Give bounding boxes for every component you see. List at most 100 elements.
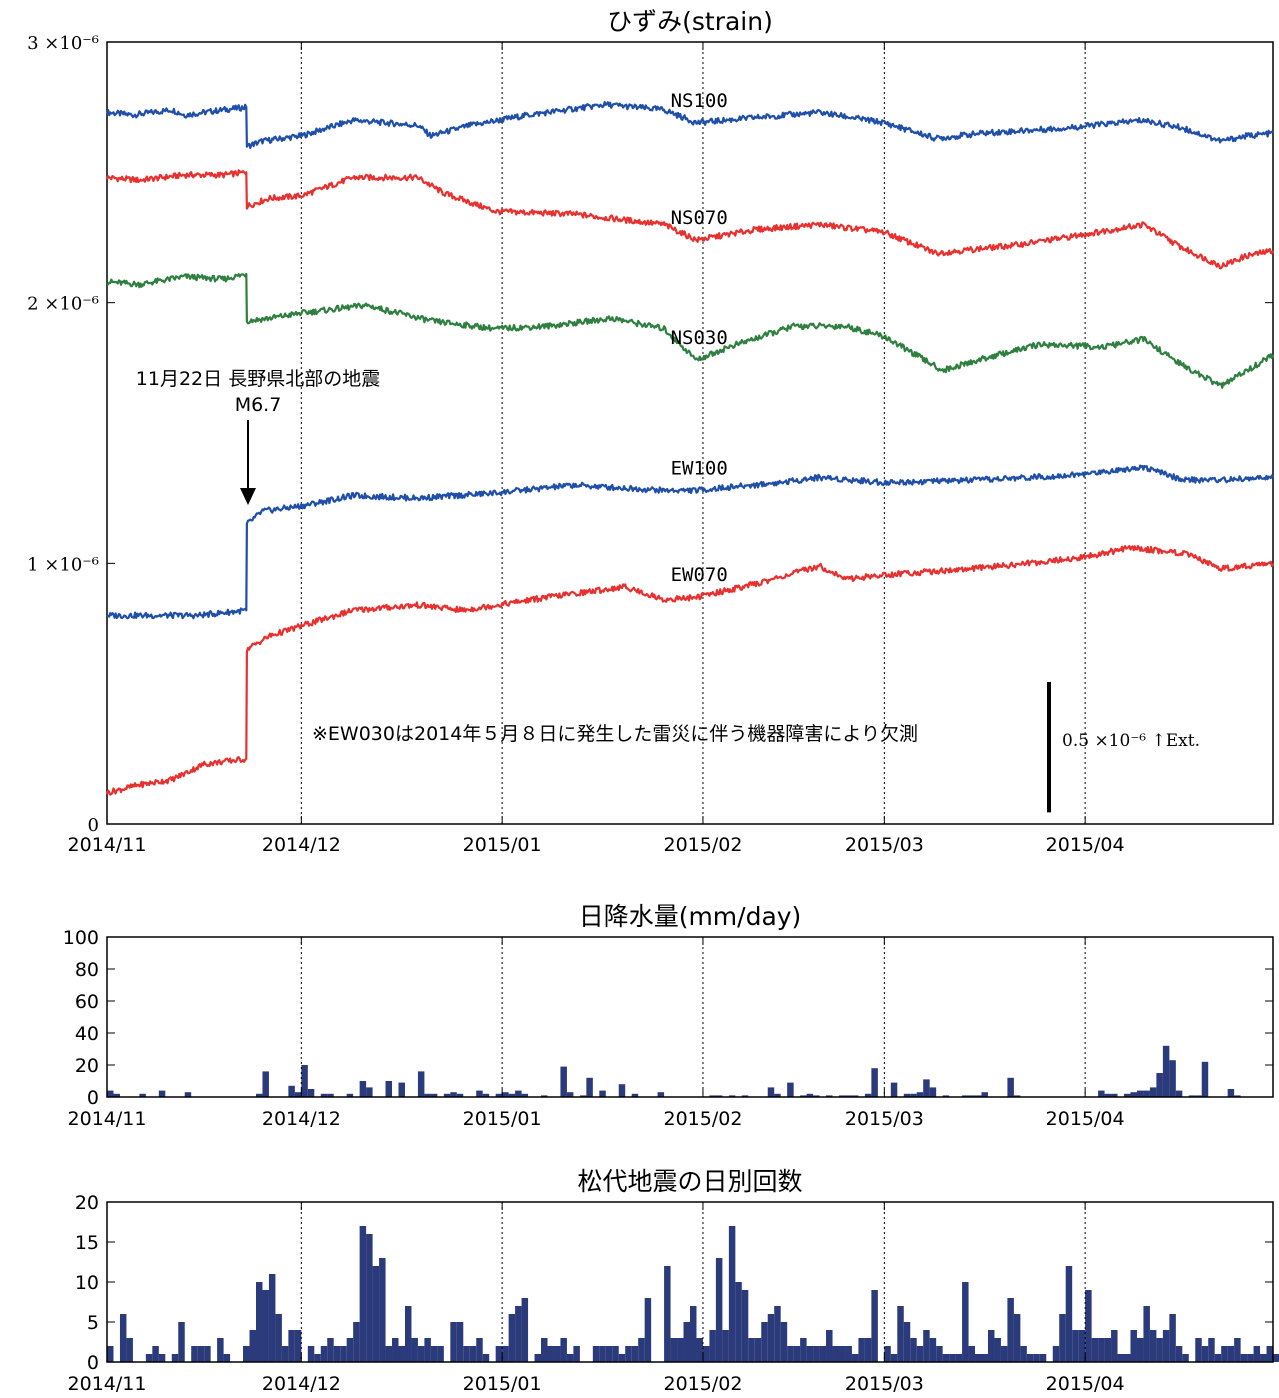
x-tick-label: 2014/11 (68, 1108, 147, 1130)
bar (320, 1093, 328, 1097)
bar (417, 1071, 425, 1097)
bar (1227, 1089, 1235, 1097)
bar (715, 1095, 723, 1097)
bar (113, 1093, 120, 1097)
bar (826, 1330, 833, 1362)
bar (1007, 1298, 1014, 1362)
bar (1098, 1090, 1105, 1097)
bar (1013, 1314, 1021, 1362)
bar (320, 1346, 328, 1362)
series-label: NS030 (671, 327, 728, 349)
bar (871, 1290, 878, 1362)
chart-title: 松代地震の日別回数 (577, 1167, 802, 1196)
bar (612, 1346, 619, 1362)
bar (327, 1338, 334, 1362)
bar (709, 1095, 716, 1097)
bar (1234, 1338, 1241, 1362)
bar (864, 1338, 872, 1362)
bar (981, 1092, 988, 1097)
bar (1221, 1346, 1228, 1362)
bar (1143, 1090, 1150, 1097)
x-tick-label: 2014/12 (262, 1373, 341, 1395)
x-tick-label: 2014/11 (68, 1373, 147, 1395)
bar (502, 1346, 509, 1362)
plot-frame (106, 1201, 1274, 1363)
bar (353, 1322, 360, 1362)
bar (910, 1338, 917, 1362)
bar (217, 1338, 224, 1362)
bar (1039, 1354, 1047, 1362)
x-tick-label: 2015/02 (663, 834, 742, 856)
bar (255, 1282, 263, 1362)
bar (1000, 1346, 1008, 1362)
bar (748, 1338, 755, 1362)
bar (566, 1092, 574, 1097)
bar (476, 1338, 483, 1362)
y-tick-label: 60 (75, 991, 99, 1013)
bar (1033, 1354, 1040, 1362)
bar (838, 1095, 846, 1097)
bar (1266, 1346, 1273, 1362)
bar (268, 1274, 276, 1362)
y-tick-label: 0 (87, 1087, 99, 1109)
bar (981, 1354, 988, 1362)
x-tick-label: 2014/11 (68, 834, 147, 856)
bar (307, 1089, 315, 1097)
missing-data-note: ※EW030は2014年５月８日に発生した雷災に伴う機器障害により欠測 (312, 723, 918, 745)
bar (838, 1346, 846, 1362)
bar (826, 1095, 833, 1097)
bar (923, 1079, 930, 1097)
bar (793, 1346, 801, 1362)
bar (884, 1346, 891, 1362)
bar (1188, 1095, 1196, 1097)
bar (333, 1346, 341, 1362)
bar (975, 1095, 982, 1097)
bar (683, 1322, 690, 1362)
bar (586, 1077, 593, 1097)
bar (204, 1346, 211, 1362)
series-label: EW100 (671, 457, 728, 479)
bar (1156, 1073, 1163, 1097)
bar (962, 1282, 969, 1362)
bar (1130, 1092, 1137, 1097)
bar (728, 1095, 736, 1097)
bar (916, 1346, 924, 1362)
y-tick-label: 20 (75, 1055, 99, 1077)
bar (929, 1338, 937, 1362)
bar (521, 1298, 529, 1362)
event-annotation: 11月22日 長野県北部の地震 (136, 368, 380, 390)
bar (385, 1081, 393, 1097)
bar (800, 1095, 807, 1097)
bar (126, 1338, 133, 1362)
bar (670, 1338, 678, 1362)
bar (262, 1071, 269, 1097)
bar (903, 1322, 911, 1362)
bar (404, 1306, 412, 1362)
bar (806, 1346, 814, 1362)
x-tick-label: 2015/01 (463, 834, 542, 856)
bar (994, 1338, 1001, 1362)
bar (1117, 1354, 1125, 1362)
bar (1149, 1330, 1157, 1362)
bar (1020, 1346, 1027, 1362)
bar (871, 1068, 878, 1097)
bar (962, 1095, 969, 1097)
bar (644, 1298, 652, 1362)
chart-title: ひずみ(strain) (607, 7, 773, 36)
bar (599, 1346, 606, 1362)
event-magnitude: M6.7 (235, 394, 282, 416)
series-line-ns100 (105, 101, 1274, 149)
bar (255, 1093, 263, 1097)
bar (547, 1346, 554, 1362)
bar (910, 1093, 917, 1097)
bar (158, 1090, 166, 1097)
bar (832, 1346, 839, 1362)
bar (456, 1093, 464, 1097)
bar (618, 1354, 626, 1362)
bar (463, 1346, 470, 1362)
bar (158, 1354, 166, 1362)
bar (359, 1226, 367, 1362)
bar (243, 1346, 250, 1362)
x-tick-label: 2015/04 (1046, 1108, 1125, 1130)
bar (566, 1354, 574, 1362)
